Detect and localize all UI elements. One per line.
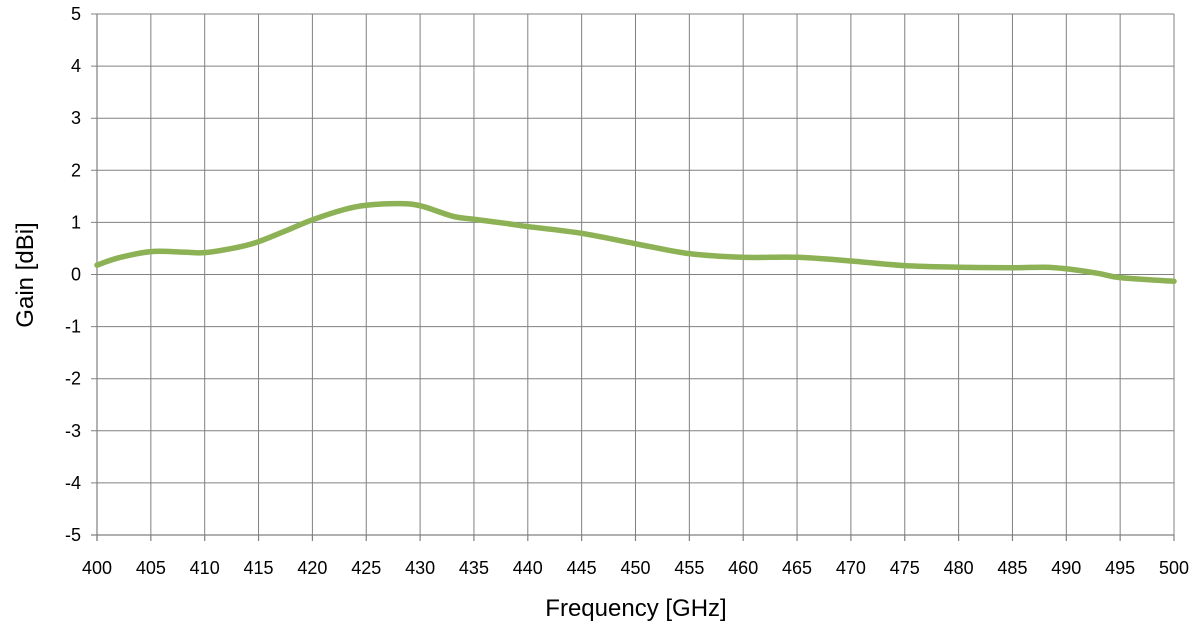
x-tick-label: 415 [244, 558, 274, 578]
y-tick-label: 2 [71, 160, 81, 180]
x-tick-label: 480 [944, 558, 974, 578]
grid [91, 13, 1175, 536]
x-tick-label: 400 [82, 558, 112, 578]
y-tick-label: 1 [71, 212, 81, 232]
x-tick-label: 425 [351, 558, 381, 578]
y-axis-title: Gain [dBi] [12, 222, 39, 327]
x-tick-label: 420 [297, 558, 327, 578]
x-tick-label: 435 [459, 558, 489, 578]
x-tick-label: 445 [567, 558, 597, 578]
series-layer [94, 200, 1177, 285]
y-tick-labels: 5 4 3 2 1 0 -1 -2 -3 -4 -5 [65, 4, 81, 545]
y-tick-label: 5 [71, 4, 81, 24]
y-tick-label: 4 [71, 56, 81, 76]
y-tick-label: -3 [65, 421, 81, 441]
x-tick-labels: 400 405 410 415 420 425 430 435 440 445 450 455 460 4… [82, 558, 1189, 578]
x-tick-label: 495 [1105, 558, 1135, 578]
axes [91, 14, 1175, 541]
x-tick-label: 450 [620, 558, 650, 578]
y-tick-label: -4 [65, 473, 81, 493]
x-tick-label: 410 [190, 558, 220, 578]
x-tick-label: 490 [1051, 558, 1081, 578]
x-tick-label: 460 [728, 558, 758, 578]
y-tick-label: 3 [71, 108, 81, 128]
x-tick-label: 405 [136, 558, 166, 578]
x-tick-label: 475 [890, 558, 920, 578]
x-axis-title: Frequency [GHz] [545, 595, 726, 622]
y-tick-label: 0 [71, 265, 81, 285]
x-tick-label: 465 [782, 558, 812, 578]
x-tick-label: 470 [836, 558, 866, 578]
x-tick-label: 455 [674, 558, 704, 578]
x-tick-label: 485 [997, 558, 1027, 578]
x-tick-label: 440 [513, 558, 543, 578]
x-tick-label: 500 [1159, 558, 1189, 578]
y-tick-label: -2 [65, 369, 81, 389]
gain-series-line [94, 200, 1177, 285]
y-tick-label: -5 [65, 525, 81, 545]
y-tick-label: -1 [65, 317, 81, 337]
x-tick-label: 430 [405, 558, 435, 578]
